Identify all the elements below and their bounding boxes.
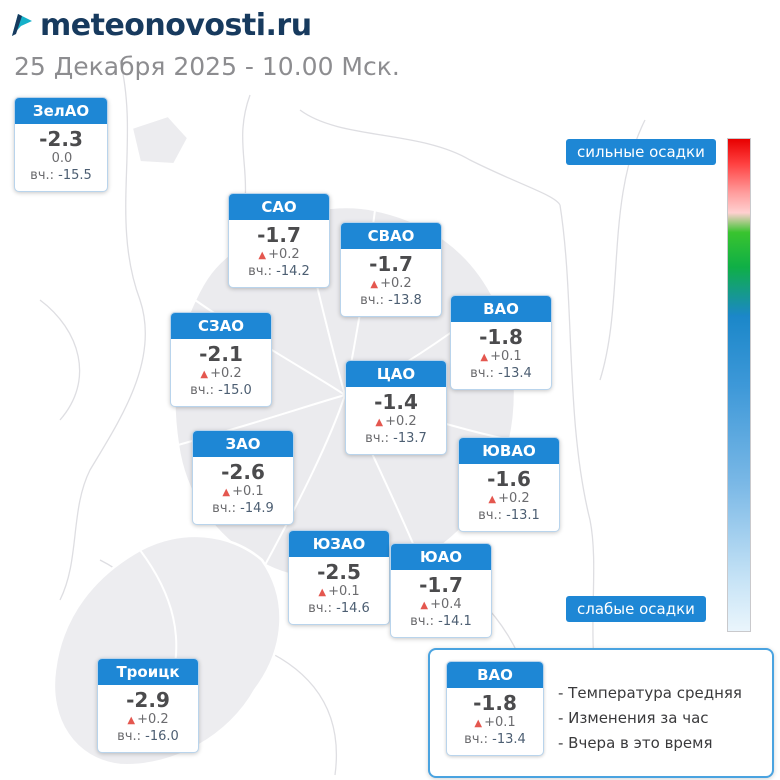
hour-change: ▲ +0.2 [375, 414, 417, 429]
hour-change: ▲ +0.2 [488, 491, 530, 506]
legend-line-avg-temp: - Температура средняя [558, 684, 742, 702]
district-name: САО [229, 194, 329, 220]
site-logo[interactable]: meteonovosti.ru [10, 8, 312, 43]
heavy-precip-label: сильные осадки [566, 139, 716, 165]
hour-change: ▲ +0.1 [318, 584, 360, 599]
logo-icon [12, 13, 32, 36]
district-name: ЗелАО [15, 98, 107, 124]
up-arrow-icon: ▲ [222, 487, 231, 498]
legend-line-yesterday: - Вчера в это время [558, 734, 713, 752]
logo-text: meteonovosti.ru [40, 8, 312, 43]
light-precip-label: слабые осадки [566, 596, 706, 622]
legend-line-hour-change: - Изменения за час [558, 709, 709, 727]
date-title: 25 Декабря 2025 - 10.00 Мск. [14, 52, 400, 81]
district-card-zao[interactable]: ЗАО -2.6 ▲ +0.1 вч.: -14.9 [192, 430, 294, 525]
hour-change: ▲ +0.1 [480, 349, 522, 364]
district-name: ЗАО [193, 431, 293, 457]
district-card-vao[interactable]: ВАО -1.8 ▲ +0.1 вч.: -13.4 [450, 295, 552, 390]
temperature-value: -1.4 [374, 390, 418, 414]
district-name: ЮАО [391, 544, 491, 570]
legend-descriptions: - Температура средняя - Изменения за час… [558, 684, 742, 759]
hour-change: ▲ +0.2 [258, 247, 300, 262]
district-name: ЦАО [346, 361, 446, 387]
district-name: ВАО [447, 662, 543, 688]
yesterday-value: вч.: -16.0 [117, 728, 179, 744]
district-card-troitsk[interactable]: Троицк -2.9 ▲ +0.2 вч.: -16.0 [97, 658, 199, 753]
up-arrow-icon: ▲ [200, 369, 209, 380]
temperature-value: -2.6 [221, 460, 265, 484]
hour-change: ▲ +0.1 [474, 715, 516, 730]
yesterday-value: вч.: -15.5 [30, 167, 92, 183]
temperature-value: -1.7 [257, 223, 301, 247]
up-arrow-icon: ▲ [375, 417, 384, 428]
district-name: СЗАО [171, 313, 271, 339]
temperature-value: -1.8 [473, 691, 517, 715]
district-card-zelao[interactable]: ЗелАО -2.3 0.0 вч.: -15.5 [14, 97, 108, 192]
yesterday-value: вч.: -13.7 [365, 430, 427, 446]
hour-change: ▲ +0.1 [222, 484, 264, 499]
district-name: ЮВАО [459, 438, 559, 464]
yesterday-value: вч.: -13.4 [470, 365, 532, 381]
district-name: ВАО [451, 296, 551, 322]
up-arrow-icon: ▲ [488, 494, 497, 505]
temperature-value: -2.9 [126, 688, 170, 712]
precipitation-colorbar [727, 138, 751, 632]
yesterday-value: вч.: -13.1 [478, 507, 540, 523]
district-card-yuvao[interactable]: ЮВАО -1.6 ▲ +0.2 вч.: -13.1 [458, 437, 560, 532]
up-arrow-icon: ▲ [420, 600, 429, 611]
legend-box: ВАО -1.8 ▲ +0.1 вч.: -13.4 - Температура … [428, 648, 774, 778]
temperature-value: -1.6 [487, 467, 531, 491]
up-arrow-icon: ▲ [370, 279, 379, 290]
temperature-value: -1.7 [419, 573, 463, 597]
temperature-value: -1.7 [369, 252, 413, 276]
yesterday-value: вч.: -14.6 [308, 600, 370, 616]
up-arrow-icon: ▲ [258, 250, 267, 261]
district-card-sao[interactable]: САО -1.7 ▲ +0.2 вч.: -14.2 [228, 193, 330, 288]
district-card-svao[interactable]: СВАО -1.7 ▲ +0.2 вч.: -13.8 [340, 222, 442, 317]
district-name: Троицк [98, 659, 198, 685]
hour-change: 0.0 [51, 151, 73, 166]
district-card-cao[interactable]: ЦАО -1.4 ▲ +0.2 вч.: -13.7 [345, 360, 447, 455]
district-name: СВАО [341, 223, 441, 249]
up-arrow-icon: ▲ [318, 587, 327, 598]
district-card-szao[interactable]: СЗАО -2.1 ▲ +0.2 вч.: -15.0 [170, 312, 272, 407]
temperature-value: -2.3 [39, 127, 83, 151]
yesterday-value: вч.: -13.8 [360, 292, 422, 308]
district-card-yuzao[interactable]: ЮЗАО -2.5 ▲ +0.1 вч.: -14.6 [288, 530, 390, 625]
up-arrow-icon: ▲ [127, 715, 136, 726]
yesterday-value: вч.: -14.9 [212, 500, 274, 516]
up-arrow-icon: ▲ [480, 352, 489, 363]
yesterday-value: вч.: -14.2 [248, 263, 310, 279]
hour-change: ▲ +0.4 [420, 597, 462, 612]
yesterday-value: вч.: -14.1 [410, 613, 472, 629]
hour-change: ▲ +0.2 [370, 276, 412, 291]
legend-sample-card: ВАО -1.8 ▲ +0.1 вч.: -13.4 [446, 661, 544, 756]
temperature-value: -2.5 [317, 560, 361, 584]
up-arrow-icon: ▲ [474, 718, 483, 729]
district-name: ЮЗАО [289, 531, 389, 557]
yesterday-value: вч.: -13.4 [464, 731, 526, 747]
temperature-value: -2.1 [199, 342, 243, 366]
hour-change: ▲ +0.2 [127, 712, 169, 727]
district-card-yuao[interactable]: ЮАО -1.7 ▲ +0.4 вч.: -14.1 [390, 543, 492, 638]
hour-change: ▲ +0.2 [200, 366, 242, 381]
yesterday-value: вч.: -15.0 [190, 382, 252, 398]
temperature-value: -1.8 [479, 325, 523, 349]
